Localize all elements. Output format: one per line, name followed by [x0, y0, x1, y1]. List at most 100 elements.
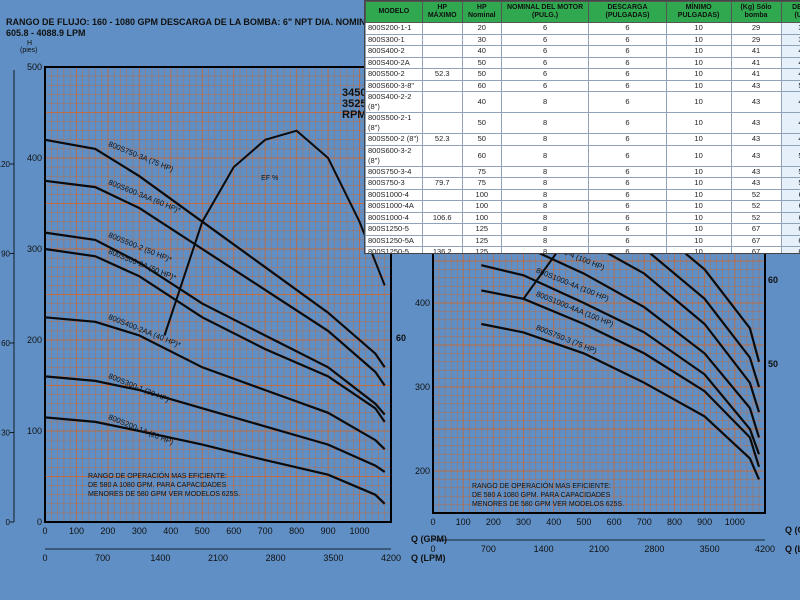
- spec-cell: 8: [500, 188, 590, 201]
- spec-cell: 43: [730, 177, 782, 190]
- spec-cell: 8: [500, 133, 590, 146]
- x-tick-label-lpm: 700: [481, 544, 496, 554]
- spec-cell: 6: [588, 33, 667, 46]
- spec-cell: 75: [461, 177, 502, 190]
- spec-cell: 50: [461, 56, 502, 69]
- spec-table-row: 800S500-2 (8")52.3508610434,605: [365, 133, 800, 146]
- spec-cell: 800S200-1-1: [365, 22, 423, 35]
- spec-cell: 5,472: [780, 177, 800, 190]
- spec-table-row: 800S500-252.3506610414,247: [365, 68, 800, 81]
- spec-cell: 52: [730, 188, 782, 201]
- spec-column-header: (Kg) Sólo bomba: [730, 1, 782, 23]
- spec-cell: 43: [730, 112, 782, 134]
- y-tick-label: 300: [415, 382, 430, 392]
- spec-cell: [421, 22, 463, 35]
- spec-cell: 6,629: [780, 246, 800, 253]
- spec-column-header: NOMINAL DEL MOTOR (PULG.): [500, 1, 590, 23]
- spec-cell: 6: [588, 211, 667, 224]
- spec-table-row: 800S600-3-8"606610435,472: [365, 79, 800, 92]
- spec-cell: [421, 200, 463, 213]
- spec-cell: 6: [500, 33, 590, 46]
- x-tick-label-lpm: 4200: [755, 544, 775, 554]
- spec-cell: 6,629: [780, 223, 800, 236]
- spec-cell: 5,472: [780, 165, 800, 178]
- y-tick-label: 200: [415, 466, 430, 476]
- x-tick-label-gpm: 400: [163, 526, 178, 536]
- x-tick-label-lpm: 0: [42, 553, 47, 563]
- pump-curve-line: [481, 322, 761, 480]
- x-tick-label-gpm: 700: [637, 517, 652, 527]
- spec-cell: 30: [461, 33, 502, 46]
- spec-column-header: MÍNIMO PULGADAS): [665, 1, 732, 23]
- spec-cell: 6: [588, 56, 667, 69]
- spec-cell: 5,472: [780, 79, 800, 92]
- spec-cell: 52: [730, 211, 782, 224]
- spec-column-header: HP Nominal: [461, 1, 502, 23]
- spec-cell: 10: [665, 56, 732, 69]
- spec-cell: 40: [461, 91, 502, 113]
- left-axis-tick-label: 0: [6, 518, 11, 527]
- spec-cell: 5,472: [780, 144, 800, 167]
- spec-cell: 4,247: [780, 45, 800, 58]
- spec-cell: 800S600-3-8": [365, 79, 423, 92]
- spec-cell: [421, 79, 463, 92]
- spec-cell: [421, 144, 463, 167]
- model-spec-table: MODELO HP MÁXIMO HP Nominal NOMINAL DEL MOT…: [364, 0, 800, 254]
- x-tick-label-lpm: 1400: [150, 553, 170, 563]
- x-axis-label-gpm: Q (GPM): [785, 525, 800, 535]
- spec-cell: 10: [665, 133, 732, 146]
- spec-cell: 4,605: [780, 91, 800, 113]
- x-tick-label-gpm: 0: [42, 526, 47, 536]
- spec-cell: 10: [665, 68, 732, 81]
- operating-range-note: RANGO DE OPERACIÓN MAS EFICIENTE:: [472, 481, 611, 490]
- spec-cell: 60: [461, 144, 502, 167]
- spec-cell: 10: [665, 211, 732, 224]
- spec-cell: 43: [730, 79, 782, 92]
- spec-cell: 125: [461, 223, 502, 236]
- spec-cell: 6,629: [780, 234, 800, 247]
- spec-table-row: 800S400-2-2 (8") 408610434,605: [365, 91, 800, 113]
- grid: [44, 66, 392, 523]
- x-tick-label-gpm: 900: [697, 517, 712, 527]
- left-axis-tick-label: 60: [1, 339, 10, 348]
- spec-cell: 40: [461, 45, 502, 58]
- x-tick-label-gpm: 600: [607, 517, 622, 527]
- spec-cell: 6: [588, 22, 667, 35]
- pump-curve-line: [44, 138, 386, 368]
- spec-cell: 10: [665, 223, 732, 236]
- spec-column-header: DE LISTA (U.S.dll): [780, 1, 800, 23]
- spec-column-header: HP MÁXIMO: [421, 1, 463, 23]
- spec-cell: 4,247: [780, 68, 800, 81]
- x-tick-label-gpm: 400: [546, 517, 561, 527]
- spec-cell: 29: [730, 22, 782, 35]
- y-axis-h-label: H: [27, 40, 33, 47]
- left-axis-tick-label: 30: [1, 429, 10, 438]
- spec-cell: 800S400-2A: [365, 56, 423, 69]
- spec-cell: 800S1000-4A: [365, 200, 423, 213]
- spec-cell: 6: [500, 79, 590, 92]
- spec-cell: 8: [500, 165, 590, 178]
- x-tick-label-gpm: 300: [132, 526, 147, 536]
- spec-cell: 29: [730, 33, 782, 46]
- spec-table-row: 800S1250-5A 1258610676,629: [365, 234, 800, 247]
- spec-cell: 20: [461, 22, 502, 35]
- spec-cell: 10: [665, 234, 732, 247]
- spec-cell: 125: [461, 246, 502, 253]
- spec-cell: 3,469: [780, 22, 800, 35]
- spec-cell: 6: [588, 177, 667, 190]
- spec-cell: 50: [461, 68, 502, 81]
- spec-cell: 800S600-3-2 (8"): [365, 144, 423, 167]
- spec-cell: 800S300-1: [365, 33, 423, 46]
- spec-cell: 41: [730, 45, 782, 58]
- spec-cell: 6,115: [780, 188, 800, 201]
- x-tick-label-gpm: 500: [195, 526, 210, 536]
- spec-cell: 6: [588, 45, 667, 58]
- x-axis-label-gpm: Q (GPM): [411, 534, 447, 544]
- y-tick-label: 100: [27, 426, 42, 436]
- x-tick-label-lpm: 2800: [644, 544, 664, 554]
- spec-cell: 10: [665, 79, 732, 92]
- x-tick-label-gpm: 800: [289, 526, 304, 536]
